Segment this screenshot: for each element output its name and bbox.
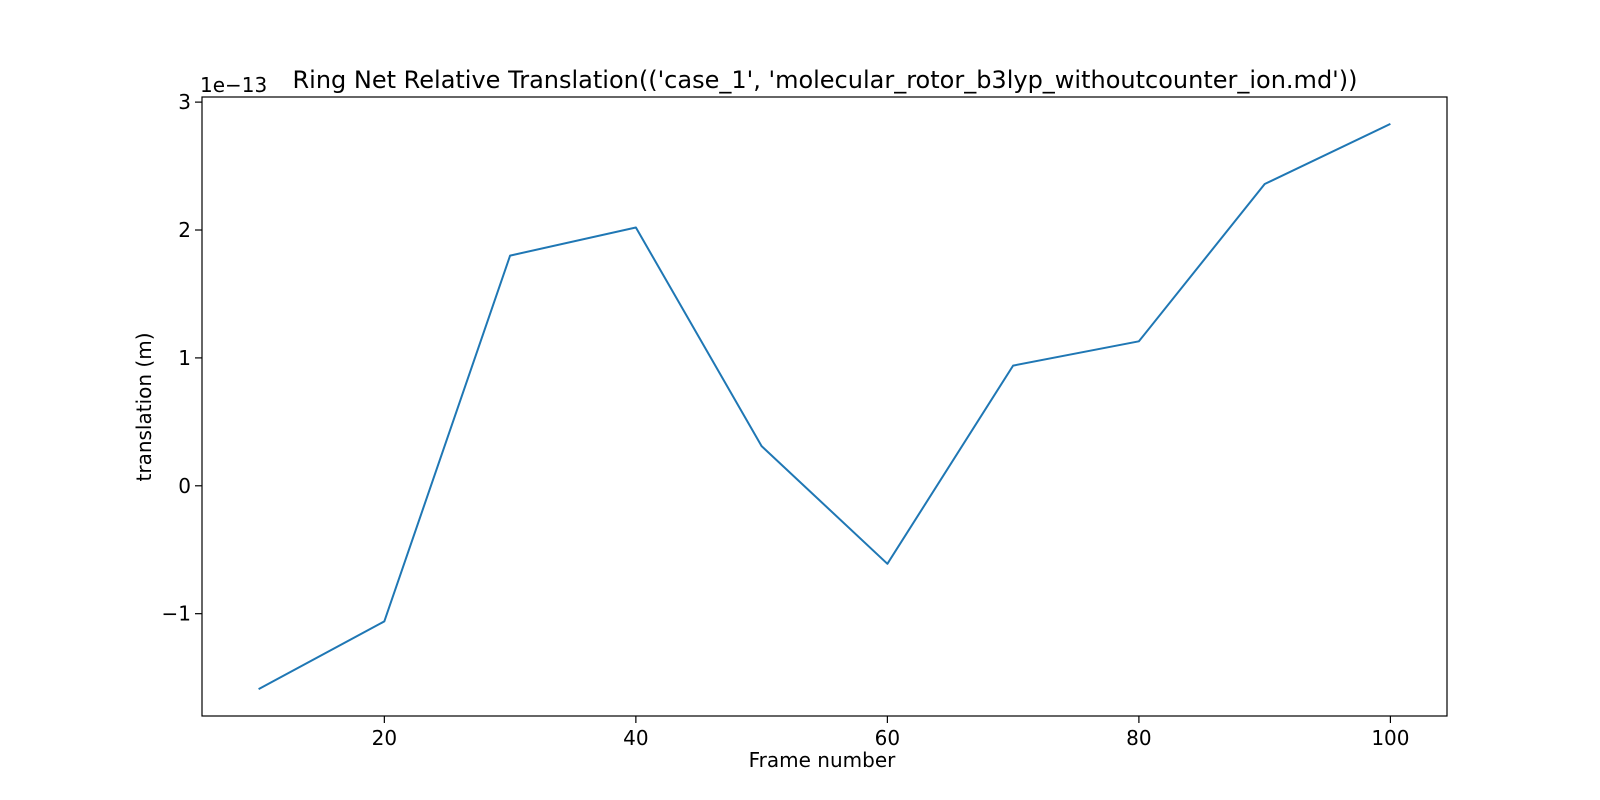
x-tick-label: 80 xyxy=(1126,726,1151,750)
x-axis: 20 40 60 80 100 xyxy=(372,716,1410,750)
y-tick-label: 2 xyxy=(178,218,191,242)
plot-area xyxy=(201,96,1448,717)
x-tick-label: 40 xyxy=(623,726,648,750)
plot-frame xyxy=(201,96,1448,717)
y-tick-label: 3 xyxy=(178,90,191,114)
x-tick-label: 60 xyxy=(875,726,900,750)
y-tick-label: −1 xyxy=(162,602,191,626)
x-tick-label: 100 xyxy=(1371,726,1409,750)
x-axis-label: Frame number xyxy=(749,748,897,772)
y-axis: −1 0 1 2 3 xyxy=(162,90,202,626)
y-tick-label: 1 xyxy=(178,346,191,370)
chart-title: Ring Net Relative Translation(('case_1',… xyxy=(292,66,1357,94)
y-axis-label: translation (m) xyxy=(132,333,156,482)
series-line-0 xyxy=(258,122,1391,690)
y-offset-label: 1e−13 xyxy=(200,73,267,97)
y-tick-label: 0 xyxy=(178,474,191,498)
x-tick-label: 20 xyxy=(372,726,397,750)
